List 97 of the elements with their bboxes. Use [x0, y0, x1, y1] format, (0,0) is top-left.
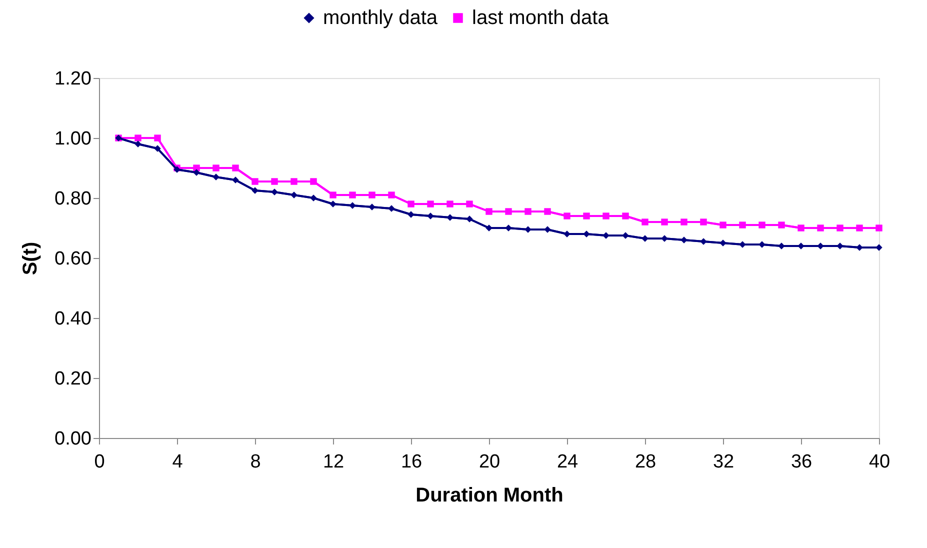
y-tick-label: 1.00 [54, 128, 92, 150]
point [817, 242, 824, 250]
point [408, 211, 414, 218]
point [368, 192, 376, 198]
point [466, 200, 473, 208]
point [388, 192, 395, 198]
x-tick-label: 12 [322, 452, 344, 472]
y-tick-label: 0.80 [54, 188, 92, 210]
x-tick-label: 32 [712, 452, 734, 472]
point [505, 208, 512, 215]
point [505, 224, 512, 232]
x-tick-label: 36 [790, 452, 812, 472]
point [876, 244, 882, 251]
point [193, 169, 200, 176]
point [680, 236, 688, 244]
point [817, 224, 824, 232]
point [486, 208, 492, 215]
point [524, 226, 532, 233]
point [368, 204, 376, 210]
point [134, 140, 142, 148]
point [466, 216, 473, 222]
x-axis-title: Duration Month [416, 484, 564, 506]
point [388, 205, 395, 212]
point [212, 164, 220, 172]
point [758, 241, 766, 248]
point [349, 202, 356, 209]
point [330, 200, 336, 208]
point [778, 242, 785, 250]
point [232, 164, 239, 172]
point [252, 187, 258, 194]
point [700, 238, 707, 245]
point [154, 145, 161, 152]
point [758, 222, 766, 228]
point [836, 242, 844, 250]
x-tick-label: 0 [94, 452, 105, 472]
point [154, 134, 161, 142]
point [856, 224, 863, 232]
point [212, 174, 220, 180]
point [290, 178, 298, 185]
point [700, 218, 707, 226]
point [798, 224, 804, 232]
x-tick-label: 20 [478, 452, 500, 472]
y-tick-label: 0.00 [54, 428, 92, 450]
point [583, 230, 590, 238]
point [330, 192, 336, 198]
point [446, 214, 454, 221]
point [602, 212, 610, 220]
point [271, 188, 278, 196]
y-tick-label: 1.20 [54, 68, 92, 90]
point [446, 200, 454, 208]
point [720, 240, 726, 246]
point [622, 232, 629, 239]
point [564, 230, 570, 238]
x-tick-label: 4 [172, 452, 184, 472]
point [680, 218, 688, 226]
point [252, 178, 258, 185]
point [622, 212, 629, 220]
point [642, 235, 648, 242]
x-tick-label: 16 [400, 452, 422, 472]
point [232, 176, 239, 184]
point [134, 134, 142, 142]
point [661, 218, 668, 226]
point [778, 222, 785, 228]
point [544, 226, 551, 233]
point [642, 218, 648, 226]
x-tick-label: 40 [868, 452, 890, 472]
point [583, 212, 590, 220]
legend-label: last month data [472, 7, 610, 29]
y-tick-label: 0.60 [54, 248, 92, 270]
point [310, 194, 317, 202]
point [524, 208, 532, 215]
point [544, 208, 551, 215]
y-tick-label: 0.20 [54, 368, 92, 390]
point [427, 212, 434, 220]
point [271, 178, 278, 185]
point [427, 200, 434, 208]
x-tick-label: 24 [556, 452, 578, 472]
x-tick-label: 8 [250, 452, 261, 472]
point [661, 235, 668, 242]
point [349, 192, 356, 198]
legend-label: monthly data [323, 7, 438, 29]
point [739, 241, 746, 248]
point [836, 224, 844, 232]
point [798, 242, 804, 250]
y-axis-title: S(t) [20, 242, 42, 276]
point [720, 222, 726, 228]
y-tick-label: 0.40 [54, 308, 92, 330]
point [876, 224, 882, 232]
point [856, 244, 863, 251]
point [602, 232, 610, 239]
point [310, 178, 317, 185]
point [564, 212, 570, 220]
x-tick-label: 28 [634, 452, 656, 472]
point [408, 200, 414, 208]
point [486, 224, 492, 232]
point [290, 192, 298, 198]
point [739, 222, 746, 228]
